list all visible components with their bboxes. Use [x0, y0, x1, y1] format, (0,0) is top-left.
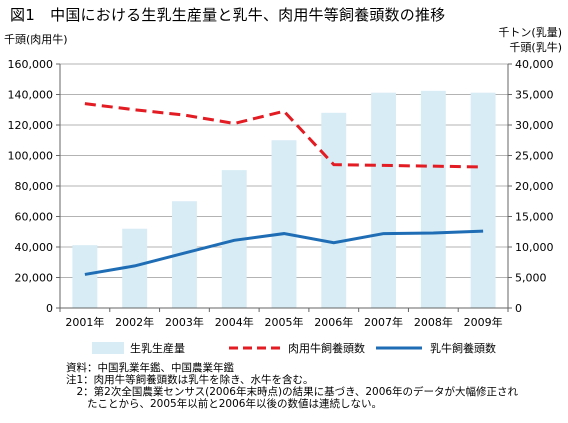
category-label: 2004年 — [215, 315, 254, 329]
left-tick-label: 100,000 — [8, 150, 54, 163]
legend-swatch-milk — [92, 342, 124, 354]
bar — [470, 92, 496, 308]
left-tick-label: 120,000 — [8, 119, 54, 132]
bar — [420, 90, 446, 308]
note-line: 注1：肉用牛等飼養頭数は乳牛を除き、水牛を含む。 — [66, 374, 314, 386]
left-tick-label: 0 — [46, 302, 53, 315]
category-label: 2003年 — [165, 315, 204, 329]
chart-title: 図1 中国における生乳生産量と乳牛、肉用牛等飼養頭数の推移 — [10, 6, 446, 24]
category-label: 2001年 — [65, 315, 104, 329]
left-tick-label: 60,000 — [15, 211, 54, 224]
category-label: 2007年 — [364, 315, 403, 329]
left-tick-label: 20,000 — [15, 272, 54, 285]
note-line: たことから、2005年以前と2006年以後の数値は連続しない。 — [66, 398, 382, 410]
right-tick-label: 5,000 — [515, 272, 547, 285]
right-tick-label: 15,000 — [515, 211, 554, 224]
legend-label-beef: 肉用牛飼養頭数 — [288, 341, 365, 355]
bar — [271, 140, 297, 308]
left-axis-title: 千頭(肉用牛) — [4, 32, 68, 46]
right-tick-label: 20,000 — [515, 180, 554, 193]
right-tick-label: 30,000 — [515, 119, 554, 132]
left-tick-label: 80,000 — [15, 180, 54, 193]
legend-label-milk: 生乳生産量 — [130, 341, 185, 355]
left-tick-label: 140,000 — [8, 89, 54, 102]
category-label: 2006年 — [314, 315, 353, 329]
category-label: 2009年 — [464, 315, 503, 329]
category-label: 2005年 — [265, 315, 304, 329]
bar — [371, 92, 396, 308]
bar — [72, 245, 98, 308]
right-axis-title: 千頭(乳牛) — [509, 40, 562, 54]
beef-cattle-line — [84, 102, 484, 169]
note-line: 2：第2次全国農業センサス(2006年末時点)の結果に基づき、2006年のデータ… — [66, 386, 519, 398]
note-line: 資料：中国乳業年鑑、中国農業年鑑 — [66, 362, 234, 374]
right-tick-label: 0 — [515, 302, 522, 315]
legend-label-dairy: 乳牛飼養頭数 — [430, 341, 496, 355]
right-tick-label: 40,000 — [515, 58, 554, 71]
category-label: 2002年 — [115, 315, 154, 329]
category-label: 2008年 — [414, 315, 453, 329]
right-axis-title: 千トン(乳量) — [498, 26, 562, 39]
right-tick-label: 10,000 — [515, 241, 554, 254]
right-tick-label: 25,000 — [515, 150, 554, 163]
left-tick-label: 160,000 — [8, 58, 54, 71]
bar — [321, 112, 347, 308]
source-notes: 資料：中国乳業年鑑、中国農業年鑑 注1：肉用牛等飼養頭数は乳牛を除き、水牛を含む… — [66, 362, 518, 410]
left-tick-label: 40,000 — [15, 241, 54, 254]
right-tick-label: 35,000 — [515, 89, 554, 102]
